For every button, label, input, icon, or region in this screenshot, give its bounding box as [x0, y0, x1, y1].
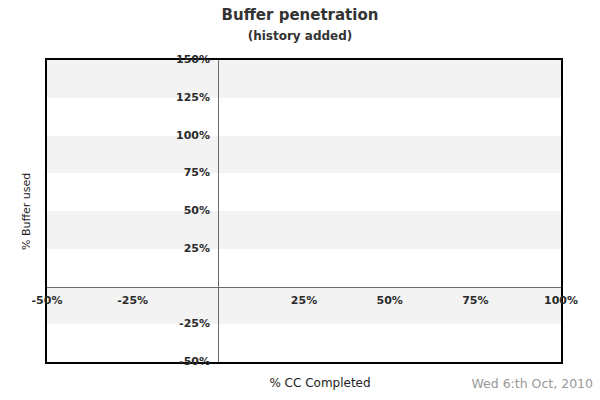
y-tick-label: 75% — [150, 166, 210, 180]
y-tick-label: -25% — [150, 317, 210, 331]
y-axis-zero-line — [218, 60, 219, 362]
y-tick-label: -50% — [150, 355, 210, 369]
plot-area: 150%125%100%75%50%25%-25%-50%-50%-25%25%… — [45, 58, 563, 364]
y-grid-band — [47, 136, 561, 174]
y-grid-band — [47, 211, 561, 249]
y-grid-band — [47, 249, 561, 287]
x-tick-label: -25% — [101, 294, 165, 308]
y-tick-label: 125% — [150, 91, 210, 105]
y-tick-label: 150% — [150, 53, 210, 67]
y-grid-band — [47, 324, 561, 362]
footer-date: Wed 6:th Oct, 2010 — [471, 376, 593, 391]
x-tick-label: -50% — [15, 294, 79, 308]
y-tick-label: 100% — [150, 129, 210, 143]
y-axis-title: % Buffer used — [20, 60, 33, 362]
chart-canvas: Buffer penetration (history added) % Buf… — [0, 0, 600, 400]
x-tick-label: 50% — [358, 294, 422, 308]
chart-subtitle: (history added) — [0, 29, 600, 43]
x-tick-label: 100% — [529, 294, 593, 308]
y-grid-band — [47, 173, 561, 211]
x-axis-zero-line — [47, 287, 561, 288]
x-tick-label: 75% — [443, 294, 507, 308]
x-axis-title: % CC Completed — [260, 376, 380, 390]
chart-title: Buffer penetration — [0, 6, 600, 24]
y-grid-band — [47, 98, 561, 136]
x-tick-label: 25% — [272, 294, 336, 308]
y-tick-label: 25% — [150, 242, 210, 256]
y-tick-label: 50% — [150, 204, 210, 218]
y-grid-band — [47, 60, 561, 98]
